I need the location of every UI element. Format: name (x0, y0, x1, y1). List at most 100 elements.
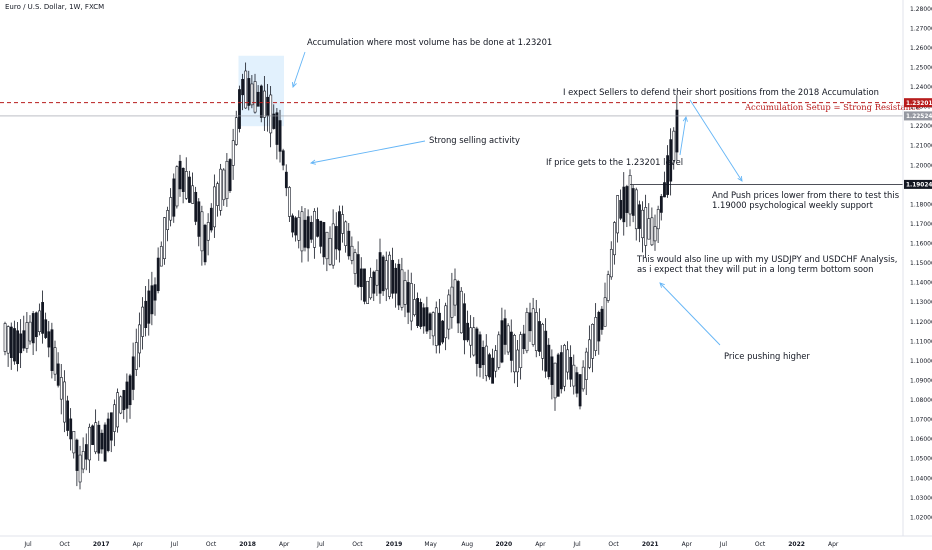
arrow-shaft (292, 51, 306, 88)
candle-body-up (469, 327, 473, 346)
x-tick-label: Apr (133, 541, 144, 548)
candle (488, 352, 491, 380)
candle-body-down (597, 311, 601, 342)
candle-body-up (169, 197, 173, 221)
candle-body-up (613, 222, 616, 256)
candle-body-down (528, 312, 532, 332)
candle (159, 241, 163, 267)
x-tick-label: 2022 (788, 541, 805, 548)
candle-body-up (234, 117, 238, 145)
candle-body-up (159, 246, 163, 267)
candle-body-down (31, 313, 35, 344)
x-axis-ticks: Jul Oct 2017 Apr Jul Oct 2018 Apr Jul Oct 2019 May A… (23, 541, 839, 548)
candle (572, 354, 576, 395)
candle (350, 236, 354, 265)
candle-body-down (456, 281, 460, 324)
candle (9, 322, 13, 370)
price-level-tag-bg (904, 98, 932, 108)
candle (47, 321, 51, 358)
candle (234, 110, 238, 146)
candle-body-up (647, 218, 651, 240)
candle-body-down (669, 139, 673, 182)
candle (16, 321, 20, 372)
candle (188, 170, 191, 203)
price-level-tag-bg (904, 179, 932, 189)
candle (503, 309, 507, 355)
candle (22, 315, 26, 352)
candle (500, 307, 504, 364)
candle-body-down (397, 263, 401, 306)
y-tick-label: 1.04000 (910, 475, 932, 482)
candle (3, 321, 7, 356)
candle (116, 388, 120, 433)
candle-body-up (141, 306, 145, 337)
candle (584, 347, 588, 396)
candle (619, 189, 623, 221)
candle-body-up (25, 322, 29, 349)
y-tick-label: 1.16000 (910, 241, 932, 248)
candle (291, 213, 295, 238)
candle-body-down (491, 357, 495, 384)
candle-body-down (394, 267, 398, 294)
candle-body-down (631, 188, 635, 216)
candle-body-up (328, 237, 332, 265)
y-axis-ticks: 1.280001.270001.260001.250001.240001.230… (910, 6, 932, 522)
candle-body-up (350, 245, 354, 261)
candle (606, 270, 610, 303)
candle-body-up (581, 366, 585, 390)
candle (569, 345, 573, 387)
candle (553, 362, 557, 411)
candle (13, 320, 16, 365)
y-tick-label: 1.07000 (910, 417, 932, 424)
candle-body-up (341, 214, 345, 234)
candle-body-down (278, 120, 282, 152)
candle-body-up (113, 404, 116, 432)
candle-body-up (200, 211, 204, 252)
candle-body-down (322, 222, 326, 258)
candle (106, 412, 110, 453)
candle (263, 75, 266, 131)
arrow-head (309, 159, 316, 165)
candle-body-up (38, 310, 41, 333)
candle (119, 395, 123, 415)
candle (294, 216, 298, 242)
candle (147, 279, 151, 336)
candle (6, 325, 10, 367)
candle (172, 173, 176, 223)
candle (219, 163, 223, 216)
candle (484, 334, 488, 382)
candle (459, 287, 463, 334)
candle-body-down (156, 257, 160, 291)
candle-body-up (119, 396, 123, 414)
candle (194, 186, 198, 226)
candle (597, 310, 601, 355)
candle (425, 296, 429, 334)
candle-body-down (338, 211, 341, 251)
y-tick-label: 1.05000 (910, 456, 932, 463)
candle (275, 108, 279, 160)
y-tick-label: 1.13000 (910, 299, 932, 306)
y-tick-label: 1.10000 (910, 358, 932, 365)
candle-body-down (575, 372, 579, 394)
candle-body-up (269, 94, 273, 134)
candle (506, 323, 510, 355)
candle (613, 221, 616, 265)
candle (69, 408, 73, 451)
candle-body-up (253, 81, 257, 113)
candle-body-up (516, 349, 520, 373)
candle-body-up (563, 345, 566, 387)
annotation-if-price: If price gets to the 1.23201 level (546, 157, 683, 167)
candle (338, 205, 341, 263)
candle (66, 395, 70, 437)
candle-body-down (75, 439, 79, 471)
candle-body-down (153, 284, 157, 301)
candle (113, 399, 116, 447)
candle-body-up (609, 249, 613, 278)
arrow-head (682, 115, 688, 122)
candle-body-down (622, 186, 626, 223)
x-tick-label: Apr (682, 541, 693, 548)
candle (422, 303, 426, 334)
candle-body-down (381, 256, 385, 292)
candle (197, 198, 201, 247)
